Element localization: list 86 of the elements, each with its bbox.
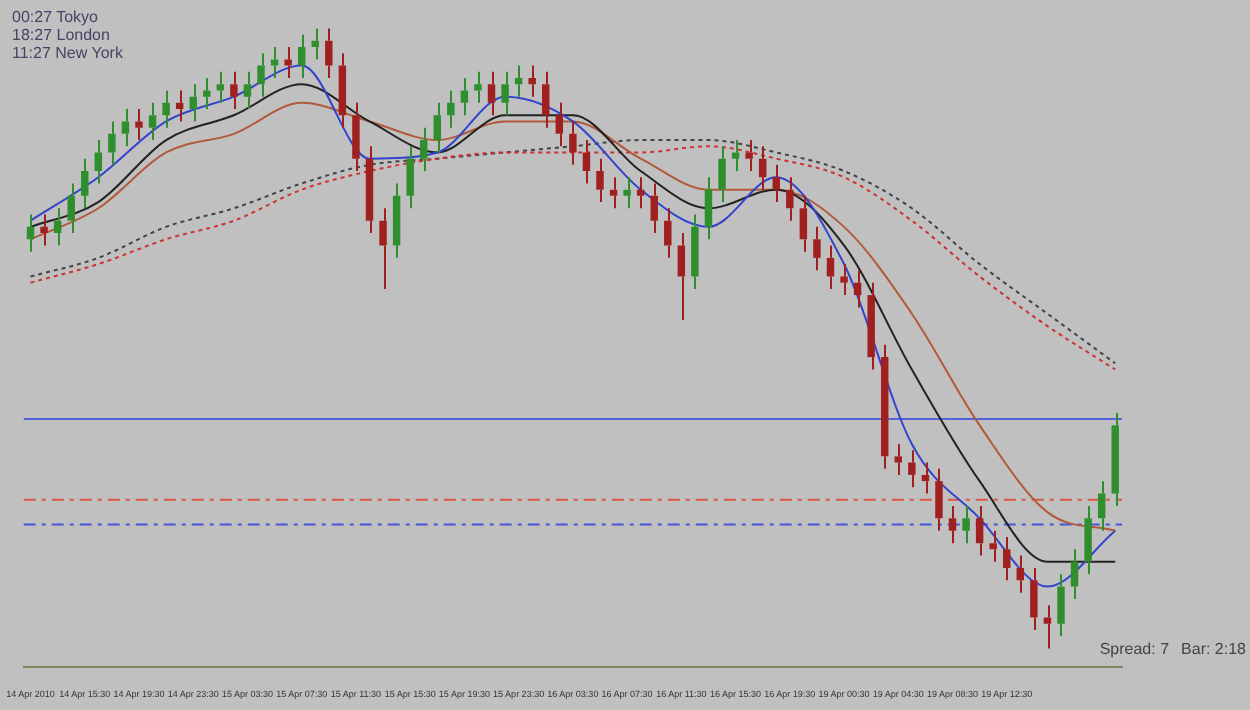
candlestick [365, 145, 374, 235]
candlestick [270, 46, 279, 80]
candlestick [650, 182, 658, 235]
candlestick [81, 157, 89, 210]
candlestick [257, 52, 265, 98]
candlestick [1043, 604, 1052, 650]
candlestick [460, 77, 469, 117]
candlestick [514, 64, 523, 98]
candlestick [555, 101, 564, 148]
candlestick [948, 504, 957, 545]
candlestick [189, 83, 197, 123]
candlestick [1070, 548, 1079, 600]
candlestick [26, 213, 35, 253]
candlestick [826, 244, 835, 290]
candlestick [474, 70, 482, 104]
annotation: 18:27 London [12, 26, 112, 44]
candlestick [894, 442, 903, 476]
candlestick [284, 46, 292, 80]
candlestick [745, 139, 753, 173]
candlestick [989, 529, 997, 563]
candlestick [148, 101, 157, 142]
candlestick [880, 343, 889, 470]
text: Bar: 2:18 [1181, 640, 1246, 658]
candlestick [596, 157, 604, 204]
candlestick [216, 70, 225, 104]
candlestick [758, 145, 767, 191]
candlestick [311, 27, 319, 61]
candlestick [1016, 554, 1025, 594]
candlestick [1003, 535, 1011, 582]
candlestick [636, 176, 645, 210]
candlestick [297, 33, 306, 80]
candlestick [731, 139, 740, 173]
candlestick [243, 70, 252, 111]
annotation: 11:27 New York [12, 44, 123, 62]
candlestick [420, 126, 428, 173]
candlestick [94, 139, 103, 185]
candlestick [501, 70, 509, 117]
candlestick [786, 176, 794, 222]
candlestick [840, 263, 848, 297]
candlestick [40, 213, 48, 247]
candlestick [623, 176, 631, 210]
candlestick [718, 145, 726, 204]
candlestick [867, 281, 875, 371]
candlestick [325, 27, 333, 80]
candlestick [230, 70, 238, 111]
text: 00:27 Tokyo [12, 8, 100, 26]
candlestick [813, 225, 821, 272]
candlestick [664, 207, 672, 259]
candlestick [406, 145, 414, 210]
candlestick [203, 77, 211, 111]
candlestick [772, 163, 780, 204]
candlestick [704, 176, 713, 241]
candlestick [53, 207, 62, 247]
candlestick [352, 101, 360, 173]
annotation: Spread: 7 [1099, 640, 1170, 658]
candlestick [799, 194, 808, 253]
candlestick [1111, 411, 1119, 507]
candlestick [379, 207, 387, 290]
candlestick [108, 120, 116, 166]
candlestick [921, 461, 930, 495]
candlestick [582, 139, 591, 185]
candlestick [1057, 573, 1065, 638]
candlestick [487, 70, 496, 117]
candlestick [1030, 566, 1038, 631]
candlestick [135, 108, 143, 142]
candlestick [392, 182, 401, 259]
candlestick [67, 182, 75, 235]
candlestick [935, 467, 943, 532]
candlestick [175, 89, 184, 123]
candlestick [162, 89, 170, 129]
candlestick [908, 449, 916, 489]
candlestick [1084, 504, 1092, 576]
candlestick [975, 504, 984, 557]
candlestick [528, 64, 536, 98]
candlestick [691, 213, 699, 290]
candlestick [569, 120, 577, 166]
candlestick [609, 176, 618, 210]
candlestick [1097, 480, 1106, 532]
candlestick [962, 504, 970, 545]
candlestick [433, 101, 442, 154]
candlestick [121, 108, 130, 148]
candlestick [338, 52, 347, 129]
candlestick [677, 232, 686, 321]
candlestick [542, 70, 550, 129]
candlestick [853, 269, 862, 309]
candlestick [447, 89, 455, 129]
